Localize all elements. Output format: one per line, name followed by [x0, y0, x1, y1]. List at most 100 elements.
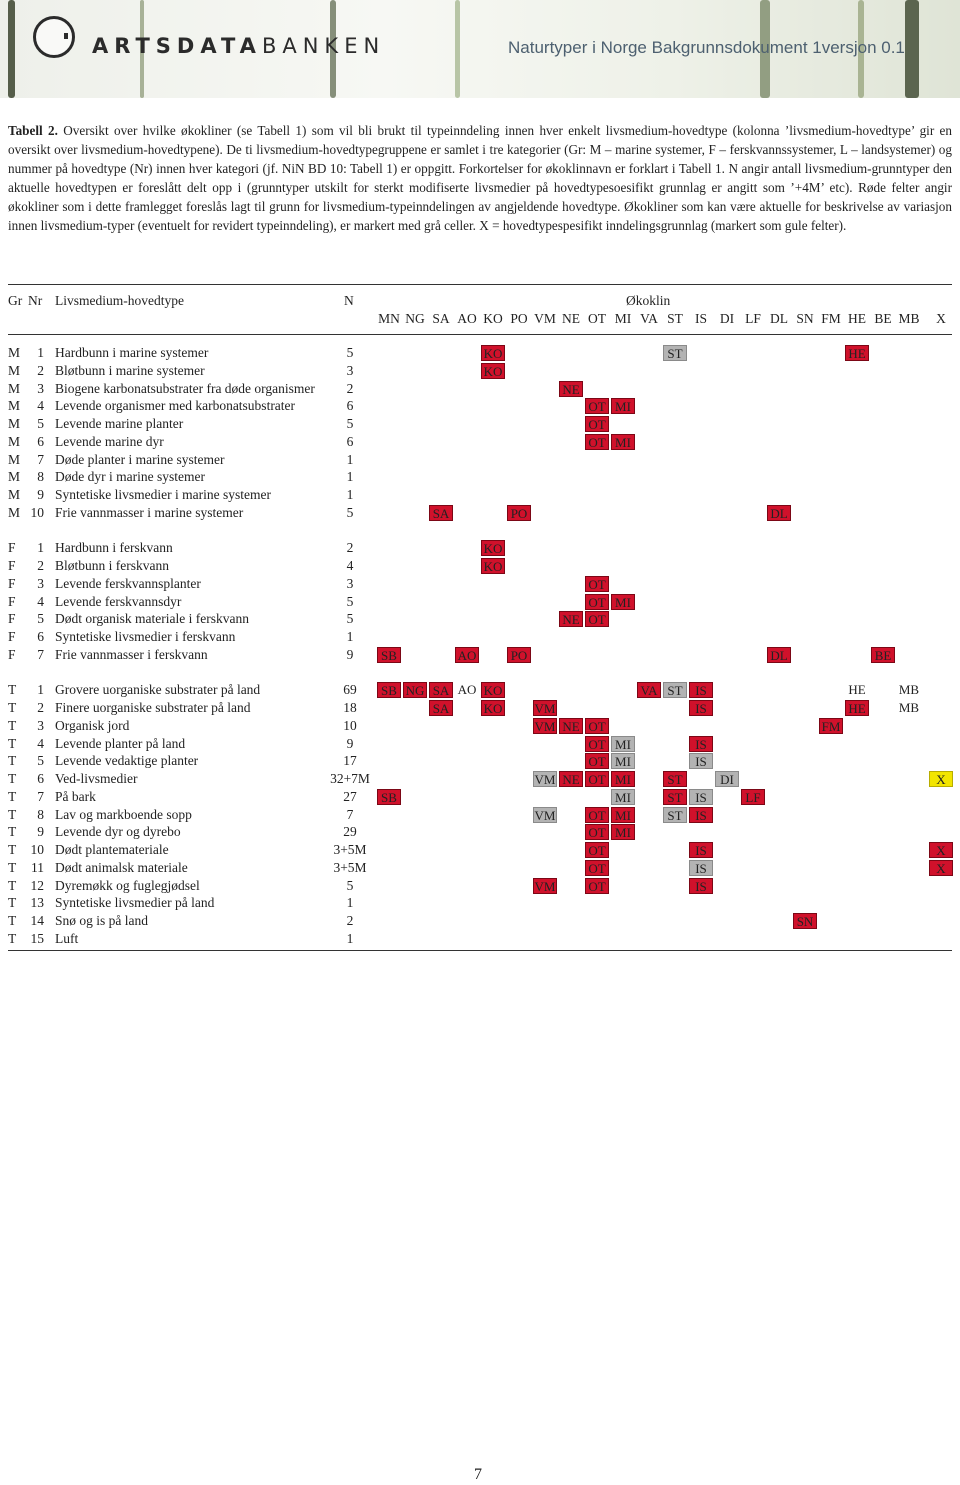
ecocline-cell: KO	[481, 540, 505, 557]
ecocline-cell: SA	[429, 700, 453, 716]
ecocline-cell: MB	[898, 682, 920, 698]
decor	[330, 0, 336, 98]
nr-cell: 8	[37, 806, 44, 822]
n-cell: 1	[346, 469, 354, 485]
logo-right: BANKEN	[261, 34, 386, 58]
name-cell: Bløtbunn i marine systemer	[55, 362, 205, 378]
n-cell: 5	[346, 504, 354, 520]
nr-cell: 8	[37, 469, 44, 485]
column-header: OT	[588, 311, 606, 326]
caption-label: Tabell 2.	[8, 123, 58, 138]
nr-cell: 9	[37, 824, 44, 840]
gr-cell: T	[8, 788, 17, 804]
ecocline-cell: AO	[457, 682, 477, 698]
decor	[8, 0, 15, 98]
name-cell: Dødt animalsk materiale	[55, 859, 188, 875]
ecocline-cell: KO	[481, 345, 505, 361]
header-cell: N	[344, 293, 354, 308]
column-header: MI	[614, 311, 632, 326]
ecocline-cell: OT	[585, 593, 609, 610]
name-cell: Syntetiske livsmedier på land	[55, 895, 215, 911]
n-cell: 1	[346, 487, 354, 502]
nr-cell: 6	[37, 433, 44, 449]
nr-cell: 6	[37, 771, 44, 786]
ecocline-cell: OT	[585, 824, 609, 841]
ecocline-cell: SA	[429, 682, 453, 699]
column-header: MB	[898, 311, 920, 326]
ecocline-cell: SN	[793, 913, 817, 929]
gr-cell: M	[8, 416, 21, 431]
decor	[905, 0, 919, 98]
ecocline-cell: MI	[611, 433, 635, 450]
nr-cell: 14	[30, 913, 45, 928]
ecocline-cell: OT	[585, 398, 609, 415]
ecocline-cell: MI	[611, 806, 635, 823]
gr-cell: F	[8, 629, 16, 644]
ecocline-cell: NE	[559, 771, 583, 787]
name-cell: Levende marine planter	[55, 416, 184, 431]
nr-cell: 9	[37, 487, 44, 502]
n-cell: 2	[346, 913, 354, 928]
column-header: X	[936, 311, 946, 326]
ecocline-cell: VM	[533, 877, 557, 894]
nr-cell: 4	[37, 398, 44, 414]
nr-cell: 2	[37, 700, 44, 715]
column-header: PO	[510, 311, 528, 326]
ecocline-cell: SB	[377, 788, 401, 805]
gr-cell: F	[8, 575, 16, 591]
ecocline-cell: OT	[585, 806, 609, 823]
column-header: ST	[667, 311, 683, 326]
ecocline-cell: VA	[637, 682, 661, 699]
name-cell: Syntetiske livsmedier i ferskvann	[55, 629, 236, 644]
decor	[858, 0, 864, 98]
name-cell: Døde planter i marine systemer	[55, 451, 225, 467]
logo-text: ARTSDATABANKEN	[92, 34, 385, 58]
ecocline-cell: IS	[689, 735, 713, 752]
ecocline-cell: MI	[611, 824, 635, 841]
nr-cell: 1	[37, 540, 44, 556]
ecocline-cell: HE	[845, 700, 869, 716]
header-cell: Livsmedium-hovedtype	[55, 293, 184, 308]
name-cell: Levende organismer med karbonatsubstrate…	[55, 398, 296, 414]
rule	[8, 284, 952, 285]
n-cell: 10	[343, 717, 357, 733]
gr-cell: M	[8, 362, 21, 378]
gr-cell: M	[8, 451, 21, 467]
n-cell: 69	[343, 682, 357, 698]
nr-cell: 1	[37, 345, 44, 360]
ecocline-cell: IS	[689, 788, 713, 805]
ecocline-cell: VM	[533, 717, 557, 734]
column-header: VM	[534, 311, 556, 326]
name-cell: Organisk jord	[55, 717, 130, 733]
name-cell: Dødt organisk materiale i ferskvann	[55, 611, 249, 627]
nr-cell: 5	[37, 611, 44, 627]
ecocline-cell: X	[929, 859, 953, 876]
gr-cell: T	[8, 859, 17, 875]
name-cell: Frie vannmasser i marine systemer	[55, 504, 244, 520]
column-header: NG	[405, 311, 425, 326]
gr-cell: F	[8, 611, 16, 627]
ecocline-cell: SB	[377, 682, 401, 699]
n-cell: 6	[346, 433, 354, 449]
ecocline-cell: HE	[845, 345, 869, 361]
ecocline-cell: NE	[559, 611, 583, 628]
n-cell: 5	[346, 416, 354, 431]
nr-cell: 3	[37, 575, 44, 591]
nr-cell: 5	[37, 753, 44, 769]
gr-cell: T	[8, 824, 17, 840]
ecocline-cell: DI	[715, 771, 739, 787]
ecocline-cell: X	[929, 842, 953, 858]
n-cell: 1	[346, 451, 354, 467]
ecocline-cell: DL	[767, 646, 791, 663]
header-title: Naturtyper i Norge Bakgrunnsdokument 1ve…	[508, 38, 905, 57]
name-cell: Dyremøkk og fuglegjødsel	[55, 877, 200, 893]
n-cell: 3+5M	[333, 859, 367, 875]
gr-cell: M	[8, 487, 21, 502]
caption: Tabell 2. Oversikt over hvilke økokliner…	[8, 121, 952, 235]
n-cell: 2	[346, 540, 354, 556]
gr-cell: F	[8, 593, 16, 609]
gr-cell: M	[8, 469, 21, 485]
ecocline-cell: VM	[533, 806, 557, 823]
decor	[760, 0, 770, 98]
nr-cell: 13	[30, 895, 45, 911]
